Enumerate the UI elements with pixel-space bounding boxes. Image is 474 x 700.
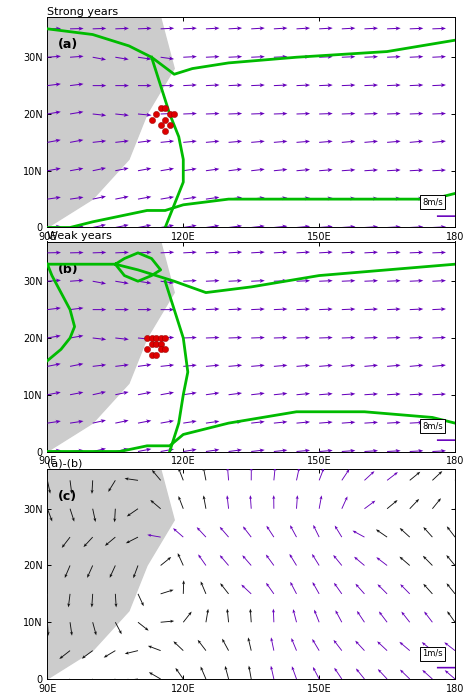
Polygon shape (47, 18, 174, 228)
Text: (a): (a) (58, 38, 78, 52)
Text: 8m/s: 8m/s (422, 421, 443, 430)
Text: Weak years: Weak years (47, 231, 112, 241)
Text: 1m/s: 1m/s (422, 649, 443, 658)
Polygon shape (47, 241, 174, 452)
Text: Strong years: Strong years (47, 7, 118, 17)
Text: (b): (b) (58, 262, 78, 276)
Polygon shape (47, 469, 174, 679)
Text: 8m/s: 8m/s (422, 197, 443, 206)
Text: (a)-(b): (a)-(b) (47, 458, 83, 468)
Text: (c): (c) (58, 490, 77, 503)
